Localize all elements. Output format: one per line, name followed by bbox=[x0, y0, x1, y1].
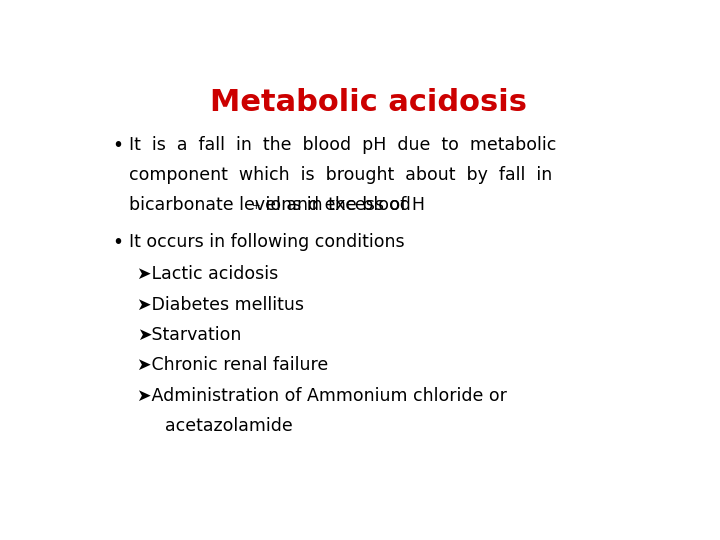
Text: ➤Lactic acidosis: ➤Lactic acidosis bbox=[138, 265, 279, 283]
Text: ions in the blood: ions in the blood bbox=[260, 196, 410, 214]
Text: +: + bbox=[253, 201, 261, 211]
Text: ➤Diabetes mellitus: ➤Diabetes mellitus bbox=[138, 295, 305, 314]
Text: component  which  is  brought  about  by  fall  in: component which is brought about by fall… bbox=[129, 166, 552, 184]
Text: acetazolamide: acetazolamide bbox=[166, 417, 293, 435]
Text: It occurs in following conditions: It occurs in following conditions bbox=[129, 233, 405, 251]
Text: Metabolic acidosis: Metabolic acidosis bbox=[210, 87, 528, 117]
Text: •: • bbox=[112, 136, 123, 156]
Text: ➤Starvation: ➤Starvation bbox=[138, 326, 242, 344]
Text: •: • bbox=[112, 233, 123, 252]
Text: ➤Chronic renal failure: ➤Chronic renal failure bbox=[138, 356, 328, 374]
Text: ➤Administration of Ammonium chloride or: ➤Administration of Ammonium chloride or bbox=[138, 387, 508, 404]
Text: bicarbonate level and excess of H: bicarbonate level and excess of H bbox=[129, 196, 425, 214]
Text: It  is  a  fall  in  the  blood  pH  due  to  metabolic: It is a fall in the blood pH due to meta… bbox=[129, 136, 557, 154]
